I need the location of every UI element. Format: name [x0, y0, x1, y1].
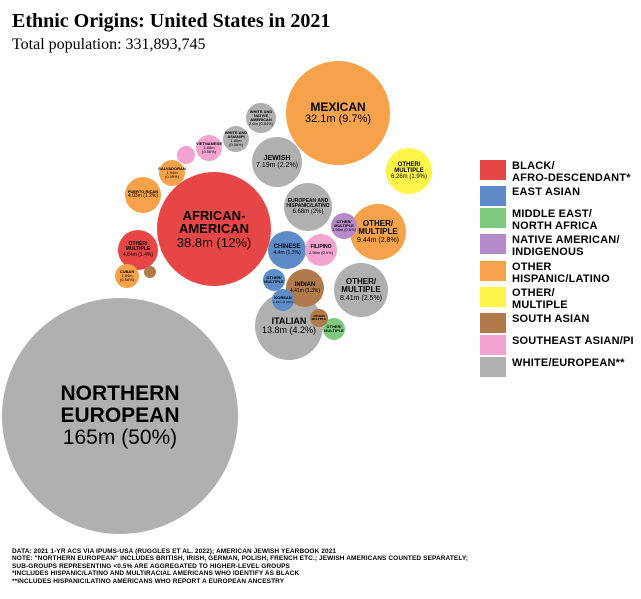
bubble-label: OTHER/ MULTIPLE — [358, 220, 397, 237]
legend-swatch — [480, 160, 506, 180]
legend-swatch — [480, 357, 506, 377]
bubble-value: 6.68m (2%) — [292, 209, 323, 215]
footnotes: DATA: 2021 1-YR ACS VIA IPUMS-USA (RUGGL… — [12, 548, 468, 585]
bubble-african_american: AFRICAN- AMERICAN38.8m (12%) — [157, 172, 271, 286]
footnote-line: **INCLUDES HISPANIC/LATINO AMERICANS WHO… — [12, 578, 468, 585]
bubble-value: 13.8m (4.2%) — [262, 326, 316, 335]
legend-item-other: OTHER/ MULTIPLE — [480, 287, 641, 311]
bubble-value: 1.86m (0.56%) — [196, 146, 222, 154]
bubble-mexican: MEXICAN32.1m (9.7%) — [286, 61, 390, 165]
bubble-value: 4.4m (1.3%) — [273, 251, 300, 256]
legend-item-native: NATIVE AMERICAN/ INDIGENOUS — [480, 234, 641, 258]
bubble-value: 2.6m (0.84%) — [249, 122, 273, 126]
bubble-other_multiple_seapi — [177, 146, 195, 164]
bubble-value: 165m (50%) — [63, 427, 177, 449]
bubble-value: 1.84m (0.56%) — [115, 274, 139, 282]
footnote-line: SUB-GROUPS REPRESENTING <0.5% ARE AGGREG… — [12, 563, 468, 570]
bubble-other_multiple_white: OTHER/ MULTIPLE8.41m (2.5%) — [334, 263, 388, 317]
footnote-line: NOTE: "NORTHERN EUROPEAN" INCLUDES BRITI… — [12, 555, 468, 562]
bubble-cuban: CUBAN1.84m (0.56%) — [115, 264, 139, 288]
bubble-value: 38.8m (12%) — [177, 236, 251, 250]
legend-label: NATIVE AMERICAN/ INDIGENOUS — [512, 234, 620, 258]
bubble-value: 9.44m (2.8%) — [357, 237, 399, 244]
legend-swatch — [480, 313, 506, 333]
legend-swatch — [480, 186, 506, 206]
legend-label: OTHER/ MULTIPLE — [512, 287, 568, 311]
bubble-label: NORTHERN EUROPEAN — [60, 383, 179, 427]
bubble-euro_hisp: EUROPEAN AND HISPANIC/LATINO6.68m (2%) — [284, 183, 332, 231]
bubble-salvadoran: SALVADORAN1.94m (0.59%) — [159, 160, 185, 186]
bubble-value: 8.41m (2.5%) — [340, 295, 382, 302]
bubble-label: OTHER/ MULTIPLE — [264, 276, 284, 284]
bubble-white_asian_pi: WHITE AND ASIAN/PI1.86m (0.56%) — [223, 126, 249, 152]
legend-label: BLACK/ AFRO-DESCENDANT* — [512, 160, 631, 184]
legend-swatch — [480, 208, 506, 228]
bubble-label: AFRICAN- AMERICAN — [179, 209, 249, 236]
bubble-other_multiple_native: OTHER/ MULTIPLE1.98m (0.6%) — [331, 213, 357, 239]
bubble-puerto_rican: PUERTO RICAN4.03m (1.2%) — [125, 177, 161, 213]
legend-label: SOUTHEAST ASIAN/PI — [512, 335, 634, 347]
bubble-value: 1.98m (0.6%) — [332, 228, 356, 232]
bubble-value: 7.19m (2.2%) — [256, 162, 298, 169]
bubble-korean: KOREAN1.46m (0.44%) — [272, 289, 294, 311]
bubble-value: 4.64m (1.4%) — [123, 253, 153, 258]
bubble-value: 32.1m (9.7%) — [305, 114, 371, 126]
bubble-other_multiple_southasian: OTHER/ MULTIPLE — [310, 309, 328, 327]
bubble-northern_european: NORTHERN EUROPEAN165m (50%) — [2, 298, 238, 534]
legend-item-black: BLACK/ AFRO-DESCENDANT* — [480, 160, 641, 184]
legend-item-white: WHITE/EUROPEAN** — [480, 357, 641, 377]
footnote-line: DATA: 2021 1-YR ACS VIA IPUMS-USA (RUGGL… — [12, 548, 468, 555]
bubble-other_multiple_eastasian: OTHER/ MULTIPLE — [263, 269, 285, 291]
legend-label: EAST ASIAN — [512, 186, 580, 198]
legend-item-south_asian: SOUTH ASIAN — [480, 313, 641, 333]
bubble-tiny_brown — [144, 266, 156, 278]
legend-item-mena: MIDDLE EAST/ NORTH AFRICA — [480, 208, 641, 232]
legend-label: MIDDLE EAST/ NORTH AFRICA — [512, 208, 598, 232]
legend-label: SOUTH ASIAN — [512, 313, 590, 325]
bubble-other_multiple_big: OTHER/ MULTIPLE9.44m (2.8%) — [350, 204, 406, 260]
bubble-value: 6.26m (1.9%) — [391, 174, 427, 180]
bubble-value: 4.41m (1.3%) — [290, 289, 320, 294]
bubble-label: OTHER/ MULTIPLE — [341, 278, 380, 295]
footnote-line: *INCLUDES HISPANIC/LATINO AND MULTIRACIA… — [12, 570, 468, 577]
legend: BLACK/ AFRO-DESCENDANT* EAST ASIAN MIDDLE … — [480, 160, 641, 379]
bubble-jewish: JEWISH7.19m (2.2%) — [252, 137, 302, 187]
bubble-value: 1.46m (0.44%) — [273, 301, 293, 304]
bubble-value: 2.98m (0.9%) — [309, 251, 333, 255]
legend-item-east_asian: EAST ASIAN — [480, 186, 641, 206]
legend-swatch — [480, 335, 506, 355]
bubble-value: 4.03m (1.2%) — [128, 194, 158, 199]
bubble-chinese: CHINESE4.4m (1.3%) — [268, 231, 306, 269]
bubble-label: EUROPEAN AND HISPANIC/LATINO — [286, 199, 329, 210]
legend-swatch — [480, 234, 506, 254]
bubble-filipino: FILIPINO2.98m (0.9%) — [305, 234, 337, 266]
bubble-label: MEXICAN — [310, 101, 365, 114]
bubble-label: OTHER/ MULTIPLE — [324, 325, 344, 333]
bubble-value: 1.86m (0.56%) — [223, 139, 249, 147]
bubble-label: OTHER/ MULTIPLE — [312, 315, 327, 321]
bubble-label: JEWISH — [264, 155, 291, 162]
bubble-label: OTHER/ MULTIPLE — [394, 162, 424, 175]
bubble-white_native: WHITE AND NATIVE AMERICAN2.6m (0.84%) — [246, 103, 276, 133]
legend-label: WHITE/EUROPEAN** — [512, 357, 625, 369]
legend-swatch — [480, 261, 506, 281]
legend-item-hispanic: OTHER HISPANIC/LATINO — [480, 261, 641, 285]
bubble-vietnamese: VIETNAMESE1.86m (0.56%) — [196, 135, 222, 161]
bubble-other_multiple_yellow: OTHER/ MULTIPLE6.26m (1.9%) — [386, 148, 432, 194]
bubble-value: 1.94m (0.59%) — [159, 171, 185, 179]
legend-item-sea_pi: SOUTHEAST ASIAN/PI — [480, 335, 641, 355]
legend-swatch — [480, 287, 506, 307]
legend-label: OTHER HISPANIC/LATINO — [512, 261, 641, 285]
